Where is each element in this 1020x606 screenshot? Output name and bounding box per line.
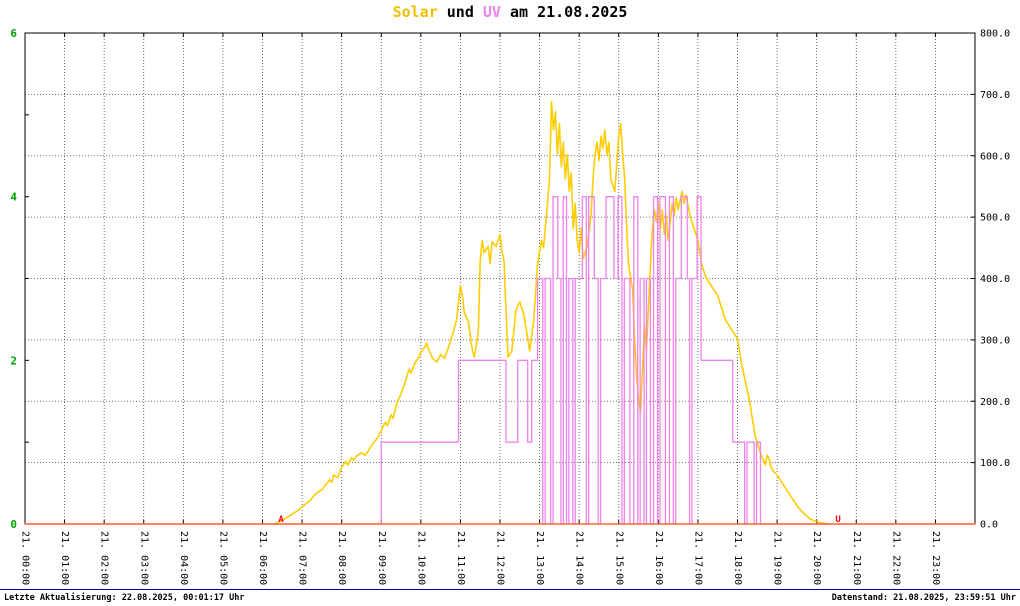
right-axis-label: 500.0 xyxy=(980,213,1010,224)
x-axis-label: 21. 23:00 xyxy=(930,531,941,585)
right-axis-label: 100.0 xyxy=(980,458,1010,469)
right-axis-label: 0.0 xyxy=(980,520,998,531)
right-axis-label: 600.0 xyxy=(980,151,1010,162)
right-axis-label: 800.0 xyxy=(980,29,1010,40)
left-axis-label: 2 xyxy=(10,354,17,367)
x-axis-label: 21. 19:00 xyxy=(772,531,783,585)
marker-u: U xyxy=(835,515,840,525)
x-axis-label: 21. 01:00 xyxy=(59,531,70,585)
right-axis-label: 700.0 xyxy=(980,90,1010,101)
right-axis-label: 200.0 xyxy=(980,397,1010,408)
x-axis-label: 21. 07:00 xyxy=(297,531,308,585)
left-axis-label: 6 xyxy=(10,27,17,40)
title-part-solar: Solar xyxy=(392,3,438,21)
x-axis-label: 21. 12:00 xyxy=(495,531,506,585)
title-part-date: am 21.08.2025 xyxy=(500,3,628,21)
left-axis-label: 4 xyxy=(10,191,17,204)
right-axis-label: 400.0 xyxy=(980,274,1010,285)
last-update-text: Letzte Aktualisierung: 22.08.2025, 00:01… xyxy=(4,593,245,603)
x-axis-label: 21. 09:00 xyxy=(376,531,387,585)
x-axis-label: 21. 18:00 xyxy=(732,531,743,585)
data-timestamp-text: Datenstand: 21.08.2025, 23:59:51 Uhr xyxy=(831,593,1016,603)
x-axis-label: 21. 03:00 xyxy=(138,531,149,585)
footer-divider xyxy=(0,589,1020,590)
x-axis-label: 21. 13:00 xyxy=(534,531,545,585)
x-axis-label: 21. 20:00 xyxy=(811,531,822,585)
x-axis-label: 21. 22:00 xyxy=(890,531,901,585)
x-axis-label: 21. 11:00 xyxy=(455,531,466,585)
x-axis-label: 21. 10:00 xyxy=(415,531,426,585)
right-axis-label: 300.0 xyxy=(980,335,1010,346)
x-axis-label: 21. 00:00 xyxy=(20,531,31,585)
x-axis-label: 21. 17:00 xyxy=(692,531,703,585)
marker-a: A xyxy=(278,515,284,525)
x-axis-label: 21. 08:00 xyxy=(336,531,347,585)
title-part-und: und xyxy=(437,3,483,21)
x-axis-label: 21. 14:00 xyxy=(574,531,585,585)
chart-title: Solar und UV am 21.08.2025 xyxy=(0,3,1020,21)
x-axis-label: 21. 16:00 xyxy=(653,531,664,585)
x-axis-label: 21. 15:00 xyxy=(613,531,624,585)
left-axis-label: 0 xyxy=(10,518,17,531)
x-axis-label: 21. 21:00 xyxy=(851,531,862,585)
x-axis-label: 21. 02:00 xyxy=(99,531,110,585)
series-solar xyxy=(273,100,830,525)
x-axis-label: 21. 04:00 xyxy=(178,531,189,585)
x-axis-label: 21. 05:00 xyxy=(217,531,228,585)
x-axis-label: 21. 06:00 xyxy=(257,531,268,585)
title-part-uv: UV xyxy=(482,3,501,21)
